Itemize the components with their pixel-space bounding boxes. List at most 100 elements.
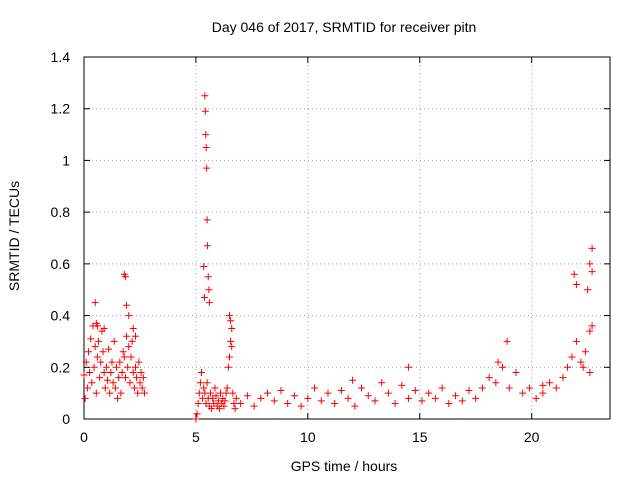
- data-point: [570, 270, 578, 278]
- data-point: [371, 397, 379, 405]
- data-point: [378, 379, 386, 387]
- data-point: [139, 374, 147, 382]
- data-point: [304, 394, 312, 402]
- data-point: [351, 402, 359, 410]
- data-point: [231, 405, 239, 413]
- axis-ticks: 0 5 10 15 20 0 0.2 0.4 0.6 0.8 1 1.2 1.4: [51, 49, 610, 445]
- data-point: [229, 389, 237, 397]
- data-point: [80, 371, 88, 379]
- data-point: [136, 379, 144, 387]
- data-point: [133, 374, 141, 382]
- data-point: [96, 374, 104, 382]
- data-point: [203, 216, 211, 224]
- data-point: [311, 384, 319, 392]
- data-point: [111, 384, 119, 392]
- data-point: [92, 389, 100, 397]
- data-point: [577, 358, 585, 366]
- data-point: [546, 379, 554, 387]
- data-point: [499, 363, 507, 371]
- y-tick-label: 1.4: [51, 49, 71, 65]
- y-tick-label: 0.6: [51, 256, 71, 272]
- y-axis-label: SRMTID / TECUs: [6, 181, 22, 291]
- data-point: [418, 397, 426, 405]
- data-point: [552, 384, 560, 392]
- data-point: [358, 384, 366, 392]
- data-point: [125, 312, 133, 320]
- data-point: [525, 384, 533, 392]
- data-point: [284, 399, 292, 407]
- data-point: [119, 348, 127, 356]
- data-point: [193, 410, 201, 418]
- data-point: [438, 384, 446, 392]
- data-point: [93, 322, 101, 330]
- data-point: [201, 92, 209, 100]
- data-point: [445, 399, 453, 407]
- data-point: [129, 368, 137, 376]
- data-point: [220, 402, 228, 410]
- data-point: [117, 389, 125, 397]
- data-point: [140, 389, 148, 397]
- data-points: [80, 92, 596, 423]
- data-point: [512, 368, 520, 376]
- chart-title: Day 046 of 2017, SRMTID for receiver pit…: [212, 19, 477, 35]
- data-point: [221, 397, 229, 405]
- data-point: [222, 389, 230, 397]
- data-point: [425, 389, 433, 397]
- data-point: [112, 363, 120, 371]
- grid-lines: [84, 57, 610, 419]
- data-point: [317, 397, 325, 405]
- y-tick-label: 0.8: [51, 204, 71, 220]
- data-point: [505, 384, 513, 392]
- data-point: [465, 387, 473, 395]
- data-point: [264, 389, 272, 397]
- data-point: [202, 144, 210, 151]
- data-point: [196, 379, 204, 387]
- data-point: [134, 389, 142, 397]
- data-point: [331, 399, 339, 407]
- data-point: [584, 286, 592, 294]
- data-point: [208, 405, 216, 413]
- data-point: [205, 299, 213, 307]
- data-point: [224, 363, 232, 371]
- data-point: [200, 293, 208, 301]
- data-point: [215, 405, 223, 413]
- data-point: [232, 394, 240, 402]
- data-point: [458, 397, 466, 405]
- data-point: [277, 387, 285, 395]
- data-point: [82, 358, 90, 366]
- data-point: [101, 384, 109, 392]
- data-point: [109, 379, 117, 387]
- data-point: [131, 332, 139, 340]
- data-point: [86, 368, 94, 376]
- data-point: [200, 384, 208, 392]
- data-point: [105, 345, 113, 353]
- data-point: [84, 348, 92, 356]
- data-point: [324, 389, 332, 397]
- y-tick-label: 0: [62, 411, 70, 427]
- data-point: [559, 374, 567, 382]
- data-point: [137, 368, 145, 376]
- data-point: [118, 368, 126, 376]
- data-point: [478, 384, 486, 392]
- x-tick-label: 15: [412, 429, 428, 445]
- data-point: [503, 337, 511, 345]
- data-point: [198, 368, 206, 376]
- data-point: [114, 394, 122, 402]
- data-point: [204, 242, 212, 250]
- data-point: [205, 286, 213, 294]
- data-point: [130, 384, 138, 392]
- data-point: [138, 384, 146, 392]
- data-point: [586, 368, 594, 376]
- data-point: [250, 402, 258, 410]
- data-point: [337, 387, 345, 395]
- data-point: [431, 394, 439, 402]
- data-point: [99, 348, 107, 356]
- data-point: [203, 379, 211, 387]
- data-point: [405, 394, 413, 402]
- data-point: [125, 343, 133, 351]
- data-point: [586, 327, 594, 335]
- data-point: [200, 262, 208, 270]
- data-point: [93, 353, 101, 361]
- x-tick-label: 5: [192, 429, 200, 445]
